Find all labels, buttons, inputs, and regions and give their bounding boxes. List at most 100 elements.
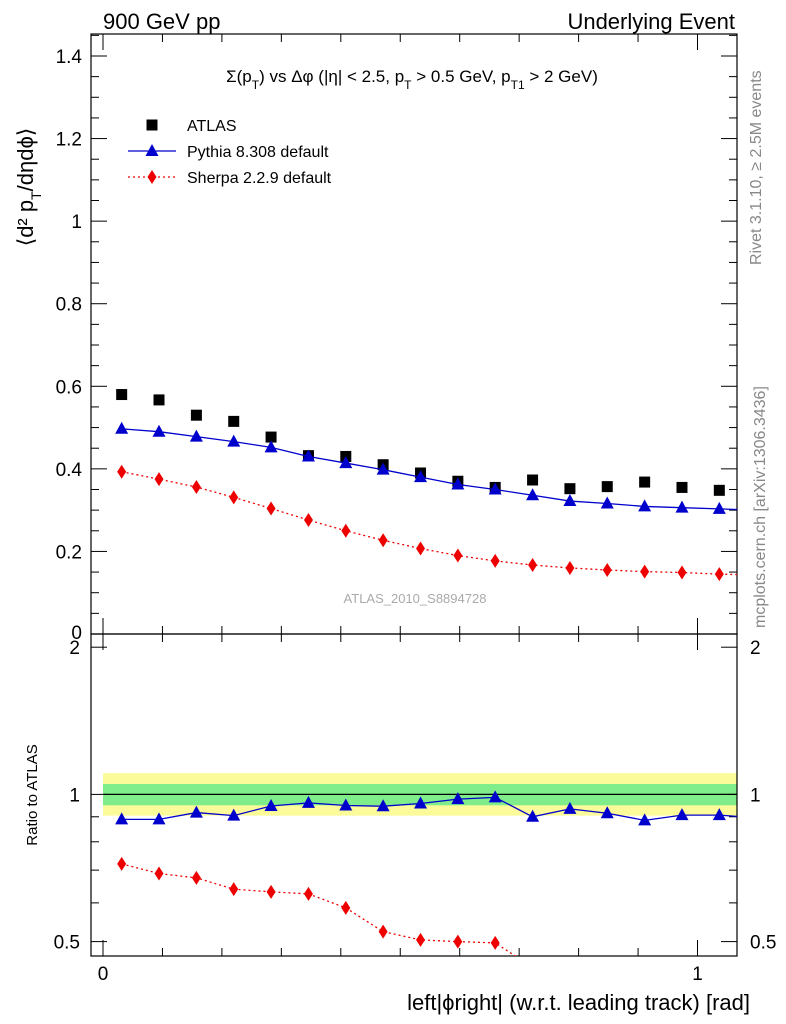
data-point	[116, 389, 128, 401]
data-point	[153, 394, 165, 406]
mc-point	[229, 490, 239, 505]
data-point	[228, 415, 240, 427]
y-tick-label: 1	[71, 212, 82, 233]
y-tick-label: 0	[71, 623, 82, 644]
ratio-point	[451, 792, 465, 805]
series-line	[121, 471, 737, 576]
mc-point	[677, 565, 687, 580]
x-axis-label: left|ϕright| (w.r.t. leading track) [rad…	[407, 990, 750, 1015]
ratio-point	[303, 886, 313, 901]
ratio-point	[376, 799, 390, 812]
uncertainty-bands	[103, 773, 737, 816]
data-point	[527, 474, 539, 486]
mc-point	[640, 564, 650, 579]
ratio-series-line	[121, 796, 737, 822]
ratio-axis-label: Ratio to ATLAS	[24, 744, 41, 845]
ratio-point	[227, 808, 241, 821]
y-axis-label-text: ⟨d² pT/dηdϕ⟩	[13, 128, 44, 247]
ratio-panel-series	[115, 790, 763, 983]
ratio-y-tick-label-right: 1	[750, 785, 761, 806]
ratio-point	[339, 798, 353, 811]
ratio-point	[154, 866, 164, 881]
mc-point	[303, 513, 313, 528]
ratio-y-tick-label: 0.5	[54, 933, 80, 954]
rivet-version-label: Rivet 3.1.10, ≥ 2.5M events	[748, 70, 765, 265]
ratio-point	[189, 805, 203, 818]
mc-point	[378, 533, 388, 548]
ratio-y-tick-label: 2	[69, 638, 80, 659]
mc-point	[264, 440, 278, 453]
mc-point	[152, 424, 166, 437]
data-point	[564, 483, 576, 495]
y-axis-label: ⟨d² pT/dηdϕ⟩	[13, 128, 44, 247]
ratio-y-tick-label: 1	[69, 785, 80, 806]
legend-item: ATLAS	[146, 118, 237, 135]
legend-marker	[147, 170, 157, 184]
mc-point	[154, 472, 164, 487]
ratio-point	[638, 813, 652, 826]
ratio-point	[528, 960, 537, 974]
ratio-point	[229, 882, 239, 897]
mc-point	[565, 560, 575, 575]
ratio-point	[341, 900, 351, 915]
main-panel-series	[115, 389, 737, 582]
mc-point	[339, 456, 353, 469]
mc-point	[227, 434, 241, 447]
ratio-point	[675, 808, 689, 821]
y-tick-label: 1.4	[56, 47, 83, 68]
ratio-point	[152, 812, 166, 825]
ratio-point	[115, 812, 129, 825]
mc-point	[341, 523, 351, 538]
data-point	[601, 481, 613, 493]
ratio-point	[453, 934, 463, 949]
ratio-point	[264, 798, 278, 811]
mc-point	[117, 464, 127, 479]
mc-point	[376, 462, 390, 475]
mc-point	[602, 563, 612, 578]
ratio-point	[490, 935, 500, 950]
header-left-label: 900 GeV pp	[103, 9, 220, 34]
data-point	[676, 481, 688, 493]
chart-title: Σ(pT​) vs Δφ (|η| < 2.5, pT​ > 0.5 GeV, …	[226, 67, 598, 92]
ratio-point	[565, 957, 574, 971]
data-point	[265, 431, 277, 443]
mc-point	[638, 499, 652, 512]
ratio-point	[378, 924, 388, 939]
legend-marker	[146, 119, 158, 131]
ratio-point	[526, 809, 540, 822]
mc-point	[675, 500, 689, 513]
ratio-point	[603, 969, 612, 983]
mc-point	[563, 494, 577, 507]
analysis-watermark: ATLAS_2010_S8894728	[344, 591, 487, 606]
ratio-series-line	[121, 863, 517, 956]
legend-marker	[145, 144, 159, 156]
ratio-point	[191, 870, 201, 885]
series-line	[121, 428, 737, 511]
mc-point	[451, 477, 465, 490]
x-tick-label: 0	[98, 964, 109, 985]
mc-point	[266, 501, 276, 516]
legend-label: Pythia 8.308 default	[187, 144, 329, 161]
mc-point	[528, 558, 538, 573]
ratio-point	[712, 808, 726, 821]
y-tick-label: 0.2	[56, 542, 82, 563]
ratio-y-tick-label-right: 0.5	[750, 933, 776, 954]
mc-point	[453, 548, 463, 563]
legend: ATLAS Pythia 8.308 default Sherpa 2.2.9 de…	[128, 118, 332, 187]
mc-point	[191, 480, 201, 495]
plot-frames	[90, 33, 738, 957]
mc-point	[714, 567, 724, 582]
ratio-point	[266, 884, 276, 899]
mc-point	[488, 482, 502, 495]
ratio-panel-frame	[90, 633, 738, 957]
y-tick-label: 0.6	[56, 377, 82, 398]
legend-label: ATLAS	[187, 118, 237, 135]
axis-ticks	[91, 34, 737, 956]
ratio-point	[750, 811, 763, 823]
y-tick-label: 0.8	[56, 295, 82, 316]
chart-title-text: Σ(pT​) vs Δφ (|η| < 2.5, pT​ > 0.5 GeV, …	[226, 67, 598, 92]
y-tick-label: 0.4	[56, 460, 83, 481]
ratio-point	[416, 932, 426, 947]
ratio-point	[414, 796, 428, 809]
